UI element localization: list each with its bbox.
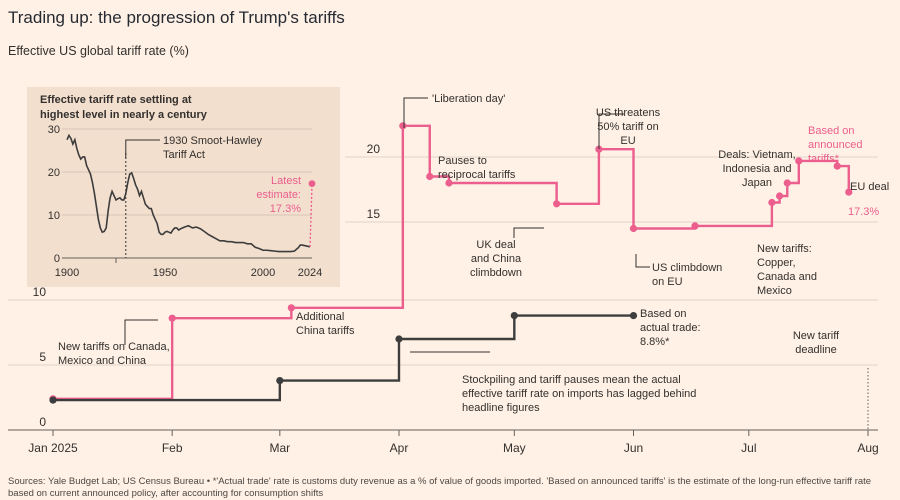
chart-title: Trading up: the progression of Trump's t… xyxy=(8,8,345,27)
inset-y-tick-label: 30 xyxy=(48,124,60,136)
x-tick-label: Jul xyxy=(741,441,756,455)
data-point-actual xyxy=(510,312,518,320)
annotation-threat: US threatens 50% tariff on EU xyxy=(596,107,661,147)
y-tick-label: 15 xyxy=(367,207,381,221)
inset-x-tick-label: 1950 xyxy=(153,267,177,279)
x-tick-label: May xyxy=(503,441,526,455)
data-point-actual xyxy=(49,396,57,404)
annotation-deals: Deals: Vietnam, Indonesia and Japan xyxy=(718,149,795,189)
source-note: Sources: Yale Budget Lab; US Census Bure… xyxy=(8,476,872,499)
inset-latest-line xyxy=(309,183,313,247)
data-point-announced xyxy=(399,122,407,130)
annotation-new-tariffs: New tariffs: Copper, Canada and Mexico xyxy=(757,243,817,297)
series-line-actual xyxy=(53,314,634,402)
data-point-announced xyxy=(595,145,603,153)
annotation-canada-mexico-china: New tariffs on Canada, Mexico and China xyxy=(58,341,170,367)
inset-annotation-arrow xyxy=(125,139,160,158)
x-tick-label: Jun xyxy=(624,441,643,455)
annotation-pauses: Pauses to reciprocal tariffs xyxy=(438,155,516,181)
data-point-actual xyxy=(395,335,403,343)
annotation-arrow xyxy=(513,227,544,238)
chart-subtitle: Effective US global tariff rate (%) xyxy=(8,44,189,58)
annotation-eu-deal: EU deal xyxy=(850,181,889,193)
annotation-latest-value: 17.3% xyxy=(848,206,879,218)
chart-area: 0 5 10 15 20 Jan 2025 Feb Mar Apr May Jun Jul Aug 'Li… xyxy=(8,87,889,455)
annotation-actual-trade: Based on actual trade: 8.8%* xyxy=(640,308,701,348)
annotation-liberation-day: 'Liberation day' xyxy=(432,93,505,105)
x-tick-label: Aug xyxy=(857,441,878,455)
data-point-announced xyxy=(783,179,791,187)
inset-x-tick-label: 1900 xyxy=(55,267,79,279)
annotation-arrow xyxy=(124,319,158,345)
inset-x-tick-label: 2024 xyxy=(298,267,322,279)
inset-chart: Effective tariff rate settling at highest… xyxy=(27,87,340,287)
inset-title: Effective tariff rate settling at highest… xyxy=(40,94,208,121)
inset-x-tick-label: 2000 xyxy=(251,267,275,279)
annotation-arrow xyxy=(635,254,650,268)
data-point-announced xyxy=(445,179,453,187)
data-point-actual xyxy=(629,312,638,320)
inset-y-tick-label: 0 xyxy=(54,253,60,265)
data-point-announced xyxy=(629,224,638,233)
inset-y-tick-label: 10 xyxy=(48,210,60,222)
y-tick-label: 20 xyxy=(367,142,381,156)
data-point-announced xyxy=(287,304,295,312)
annotation-announced: Based on announced tariffs* xyxy=(808,125,862,165)
y-tick-label: 5 xyxy=(39,350,46,364)
x-tick-label: Feb xyxy=(162,441,183,455)
annotation-deadline: New tariff deadline xyxy=(793,330,840,356)
y-tick-label: 10 xyxy=(33,285,47,299)
data-point-announced xyxy=(553,200,561,208)
data-point-announced xyxy=(768,198,776,207)
annotation-china: Additional China tariffs xyxy=(296,311,355,337)
y-tick-label: 0 xyxy=(39,415,46,429)
data-point-announced xyxy=(691,222,699,230)
inset-y-tick-label: 20 xyxy=(48,167,60,179)
annotation-arrow xyxy=(403,97,428,128)
inset-background xyxy=(27,87,340,287)
annotation-uk-deal: UK deal and China climbdown xyxy=(470,239,522,279)
data-point-announced xyxy=(795,157,803,165)
data-point-actual xyxy=(276,377,284,385)
inset-smoot-label: 1930 Smoot-Hawley Tariff Act xyxy=(163,135,263,161)
inset-latest-point xyxy=(308,180,316,188)
inset-latest-label: Latest estimate: 17.3% xyxy=(256,175,301,215)
data-point-announced xyxy=(775,192,784,200)
series-line-announced xyxy=(53,124,850,400)
inset-historical-line xyxy=(66,133,311,253)
data-point-announced xyxy=(845,188,853,196)
annotation-arrow xyxy=(598,113,624,149)
data-point-announced xyxy=(426,172,434,181)
annotation-us-climbdown: US climbdown on EU xyxy=(652,262,722,288)
data-point-announced xyxy=(833,162,841,170)
x-tick-label: Mar xyxy=(269,441,290,455)
data-point-announced xyxy=(168,314,176,322)
x-tick-label: Apr xyxy=(390,441,409,455)
annotation-stockpiling: Stockpiling and tariff pauses mean the a… xyxy=(462,374,696,414)
x-tick-label: Jan 2025 xyxy=(28,441,78,455)
